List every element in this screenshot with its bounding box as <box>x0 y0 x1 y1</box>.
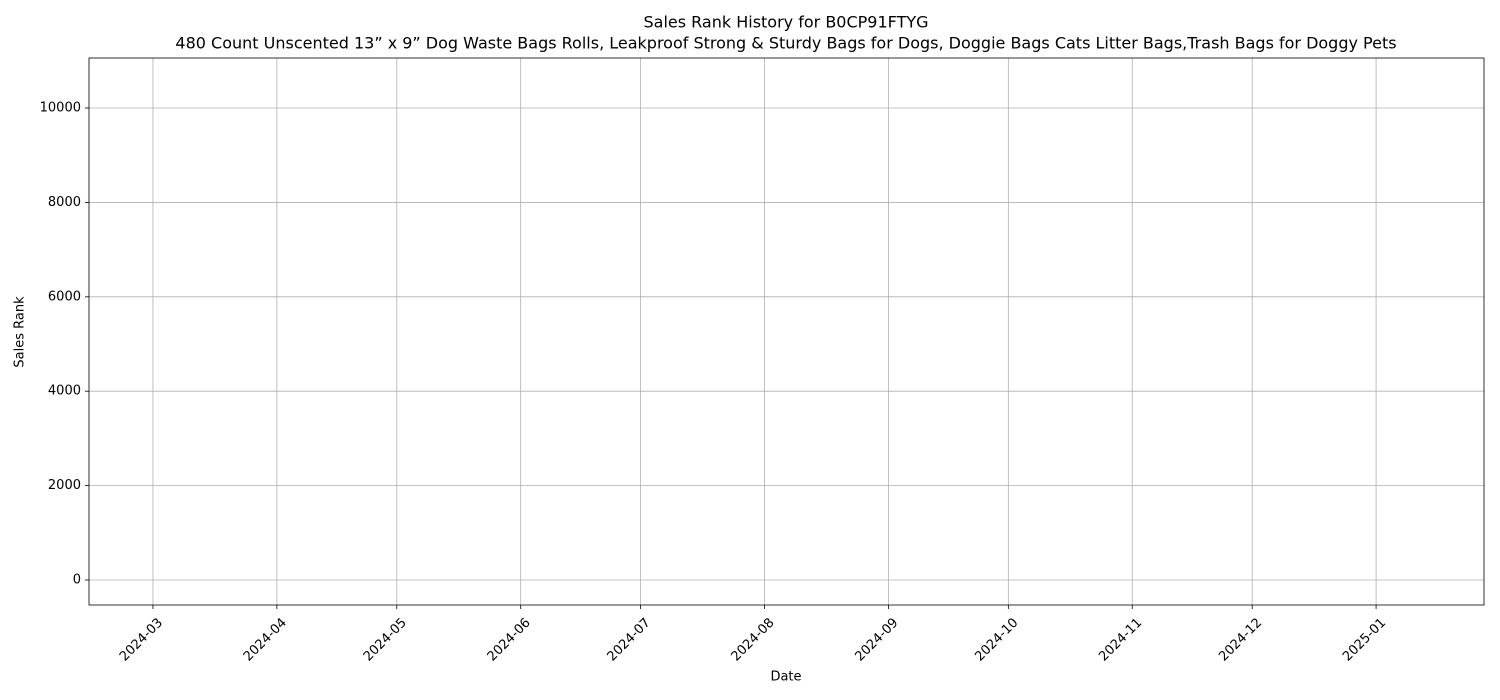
x-tick-label: 2024-04 <box>241 615 290 664</box>
y-tick-label: 4000 <box>48 384 81 399</box>
x-tick-label: 2024-05 <box>361 615 410 664</box>
y-axis-label: Sales Rank <box>13 296 28 368</box>
y-tick-label: 6000 <box>48 289 81 304</box>
x-tick-label: 2024-08 <box>729 615 778 664</box>
y-tick-label: 0 <box>73 572 81 587</box>
grid <box>89 58 1484 605</box>
x-tick-label: 2024-07 <box>605 615 654 664</box>
x-tick-label: 2024-10 <box>972 615 1021 664</box>
x-tick-label: 2024-12 <box>1216 615 1265 664</box>
x-tick-label: 2025-01 <box>1340 615 1389 664</box>
x-axis-label: Date <box>770 670 801 685</box>
y-tick-label: 2000 <box>48 478 81 493</box>
x-tick-label: 2024-09 <box>852 615 901 664</box>
y-tick-label: 10000 <box>40 101 81 116</box>
x-tick-label: 2024-11 <box>1096 615 1145 664</box>
plot-frame <box>88 57 1485 606</box>
x-tick-label: 2024-06 <box>485 615 534 664</box>
chart-subtitle: 480 Count Unscented 13” x 9” Dog Waste B… <box>175 34 1396 53</box>
y-tick-label: 8000 <box>48 195 81 210</box>
x-tick-label: 2024-03 <box>117 615 166 664</box>
chart-title: Sales Rank History for B0CP91FTYG <box>643 13 928 32</box>
